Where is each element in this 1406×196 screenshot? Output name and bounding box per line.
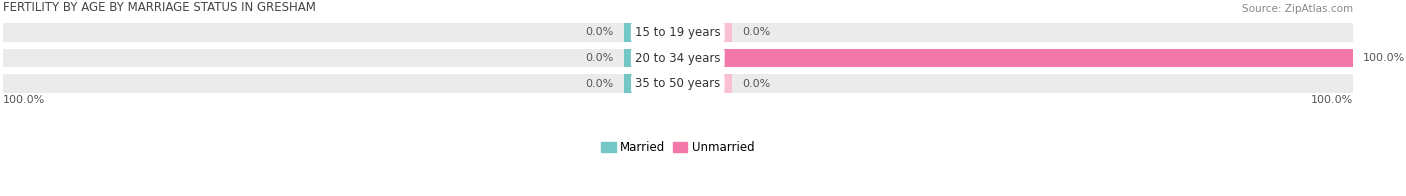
Text: 0.0%: 0.0% [585, 53, 613, 63]
Text: 20 to 34 years: 20 to 34 years [636, 52, 720, 64]
Text: 100.0%: 100.0% [1362, 53, 1405, 63]
Bar [678, 74, 731, 93]
Bar [3, 74, 1353, 93]
Bar [624, 49, 678, 67]
Text: 0.0%: 0.0% [742, 79, 770, 89]
Bar [678, 49, 1353, 67]
Text: 100.0%: 100.0% [3, 95, 45, 105]
Bar [678, 49, 1353, 67]
Bar [678, 23, 731, 42]
Bar [624, 74, 678, 93]
Bar [624, 23, 678, 42]
Text: 0.0%: 0.0% [585, 79, 613, 89]
Text: 0.0%: 0.0% [742, 27, 770, 37]
Bar [3, 23, 1353, 42]
Legend: Married, Unmarried: Married, Unmarried [596, 136, 759, 159]
Text: Source: ZipAtlas.com: Source: ZipAtlas.com [1241, 4, 1353, 14]
Text: 100.0%: 100.0% [1310, 95, 1353, 105]
Text: 15 to 19 years: 15 to 19 years [636, 26, 721, 39]
Text: 0.0%: 0.0% [585, 27, 613, 37]
Text: FERTILITY BY AGE BY MARRIAGE STATUS IN GRESHAM: FERTILITY BY AGE BY MARRIAGE STATUS IN G… [3, 1, 316, 14]
Text: 35 to 50 years: 35 to 50 years [636, 77, 720, 90]
Bar [3, 49, 1353, 67]
